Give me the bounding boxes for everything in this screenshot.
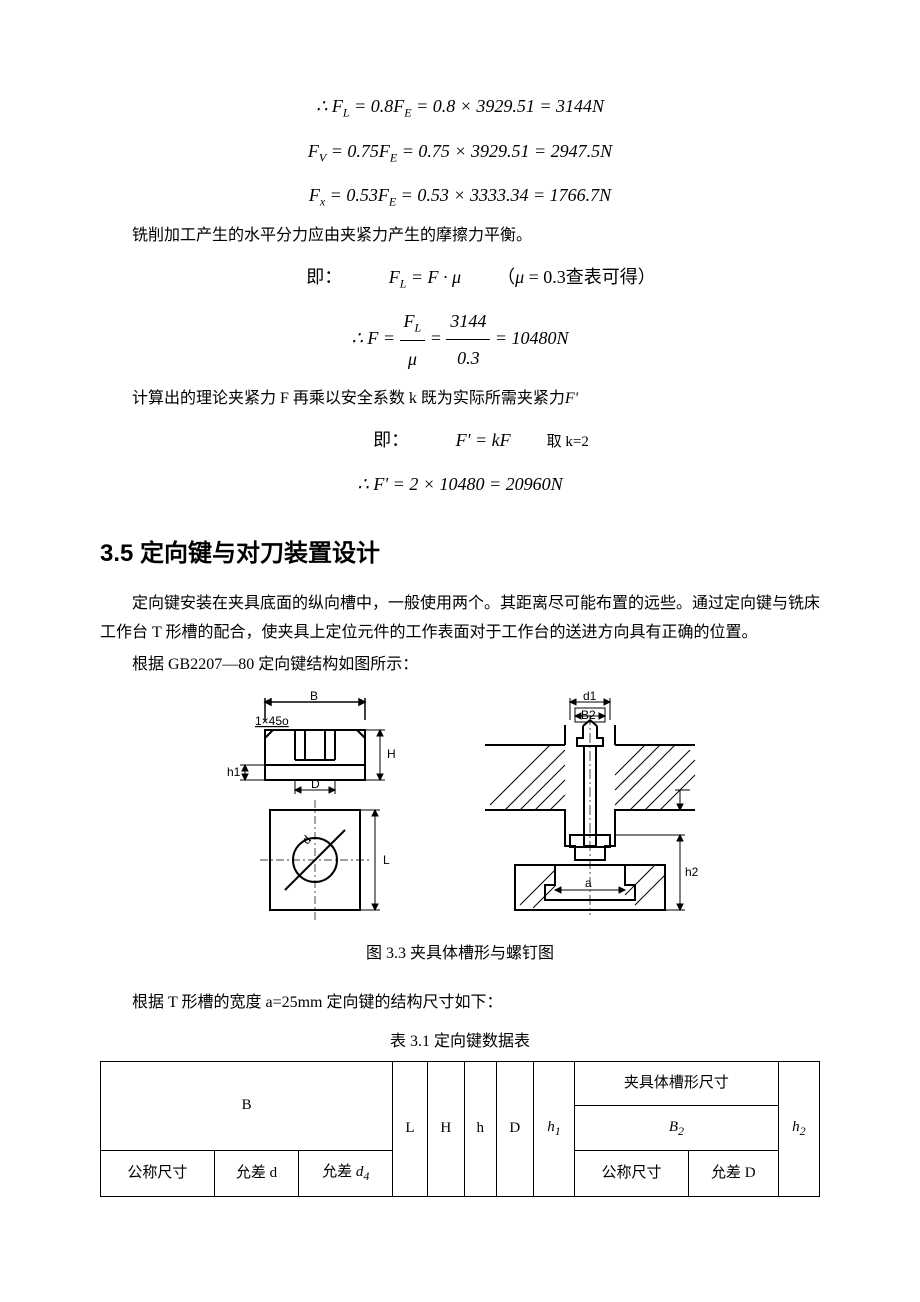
- col-h-upper: H: [427, 1061, 464, 1196]
- dimension-table: B L H h D h1 夹具体槽形尺寸 h2 B2 公称尺寸 允差 d 允差 …: [100, 1061, 820, 1197]
- theory-paragraph: 计算出的理论夹紧力 F 再乘以安全系数 k 既为实际所需夹紧力F': [100, 385, 820, 414]
- dim-chamfer: 1×45o: [255, 714, 289, 728]
- col-d-upper: D: [496, 1061, 533, 1196]
- equation-fv: FV = 0.75FE = 0.75 × 3929.51 = 2947.5N: [100, 133, 820, 170]
- eq-text: ∴ FL = 0.8FE = 0.8 × 3929.51 = 3144N: [316, 96, 604, 116]
- dim-b2: B2: [581, 708, 596, 722]
- section-number: 3.5: [100, 540, 133, 567]
- dim-h2: h2: [685, 865, 699, 879]
- section-heading: 3.5 定向键与对刀装置设计: [100, 532, 820, 575]
- col-h1: h1: [533, 1061, 574, 1196]
- equation-fx: Fx = 0.53FE = 0.53 × 3333.34 = 1766.7N: [100, 177, 820, 214]
- dim-b: B: [310, 690, 318, 703]
- col-tol-d-upper: 允差 D: [688, 1151, 778, 1197]
- equation-fprime-result: ∴ F' = 2 × 10480 = 20960N: [100, 466, 820, 502]
- col-nominal: 公称尺寸: [101, 1151, 215, 1197]
- figure-row: B 1×45o h1: [100, 690, 820, 930]
- table-caption: 表 3.1 定向键数据表: [100, 1028, 820, 1057]
- theory-text: 计算出的理论夹紧力 F 再乘以安全系数 k 既为实际所需夹紧力: [132, 390, 565, 407]
- dim-d1: d1: [583, 690, 597, 703]
- col-tol-d: 允差 d: [214, 1151, 299, 1197]
- dim-d-upper: D: [311, 777, 320, 791]
- col-h-lower: h: [464, 1061, 496, 1196]
- col-l: L: [393, 1061, 428, 1196]
- figure-right: d1 B2: [475, 690, 705, 930]
- paragraph-1: 定向键安装在夹具底面的纵向槽中，一般使用两个。其距离尽可能布置的远些。通过定向键…: [100, 590, 820, 648]
- section-title: 定向键与对刀装置设计: [140, 540, 380, 567]
- dim-a: a: [585, 876, 592, 890]
- equation-f-solve: ∴ F = FLμ = 31440.3 = 10480N: [100, 303, 820, 377]
- eq-note: （μ = 0.3查表可得）: [497, 267, 656, 287]
- col-b2: B2: [575, 1105, 778, 1151]
- col-tol-d4: 允差 d4: [299, 1151, 393, 1197]
- figure-caption: 图 3.3 夹具体槽形与螺钉图: [100, 940, 820, 969]
- equation-friction: 即： FL = F · μ （μ = 0.3查表可得）: [100, 259, 820, 296]
- col-slot: 夹具体槽形尺寸: [575, 1061, 778, 1105]
- table-row: B L H h D h1 夹具体槽形尺寸 h2: [101, 1061, 820, 1105]
- col-h2: h2: [778, 1061, 819, 1196]
- eq-text: Fx = 0.53FE = 0.53 × 3333.34 = 1766.7N: [309, 185, 611, 205]
- col-nominal2: 公称尺寸: [575, 1151, 689, 1197]
- paragraph-3: 根据 T 形槽的宽度 a=25mm 定向键的结构尺寸如下：: [100, 989, 820, 1018]
- dim-h-upper: H: [387, 747, 396, 761]
- eq-label: 即：: [331, 422, 451, 458]
- figure-left: B 1×45o h1: [215, 690, 415, 930]
- equation-fprime: 即： F' = kF 取 k=2: [100, 422, 820, 458]
- dim-h1: h1: [227, 765, 241, 779]
- equation-fl: ∴ FL = 0.8FE = 0.8 × 3929.51 = 3144N: [100, 88, 820, 125]
- f-prime: F': [565, 390, 578, 407]
- eq-label: 即：: [264, 259, 384, 295]
- eq-note: 取 k=2: [547, 434, 589, 450]
- paragraph-2: 根据 GB2207—80 定向键结构如图所示：: [100, 651, 820, 680]
- dim-l: L: [383, 853, 390, 867]
- balance-paragraph: 铣削加工产生的水平分力应由夹紧力产生的摩擦力平衡。: [100, 222, 820, 251]
- dim-d-circle: d: [299, 833, 314, 848]
- col-b: B: [101, 1061, 393, 1151]
- eq-text: FV = 0.75FE = 0.75 × 3929.51 = 2947.5N: [308, 141, 612, 161]
